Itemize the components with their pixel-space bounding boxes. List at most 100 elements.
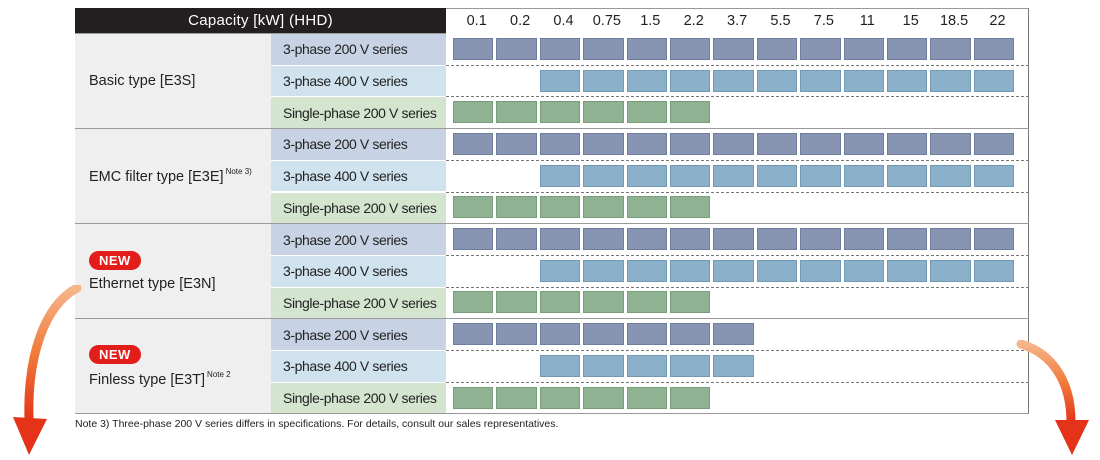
capacity-segment: [973, 228, 1015, 251]
capacity-segment: [496, 196, 537, 219]
table-bottom-border: [75, 413, 1029, 415]
capacity-segment: [539, 196, 581, 219]
capacity-segment: [453, 291, 494, 314]
series-label: 3-phase 400 V series: [271, 64, 446, 97]
capacity-segment: [713, 354, 754, 377]
series-label: 3-phase 400 V series: [271, 254, 446, 287]
capacity-segment: [496, 37, 537, 60]
capacity-header-value: 22: [975, 8, 1020, 33]
capacity-segment: [800, 69, 841, 92]
capacity-segment: [539, 386, 581, 409]
capacity-header-value: 7.5: [802, 8, 846, 33]
capacity-segment: [887, 69, 928, 92]
capacity-segment: [626, 259, 667, 282]
capacity-segment: [756, 37, 798, 60]
series-label: Single-phase 200 V series: [271, 381, 446, 414]
type-name: Ethernet type [E3N]: [89, 276, 216, 292]
capacity-segment: [930, 69, 971, 92]
capacity-segment: [670, 386, 711, 409]
capacity-segment: [583, 259, 624, 282]
capacity-segment: [713, 259, 754, 282]
capacity-segment: [887, 164, 928, 187]
row-divider: [446, 350, 1029, 351]
capacity-segment: [713, 323, 754, 346]
capacity-segment: [973, 132, 1015, 155]
capacity-segment: [496, 386, 537, 409]
capacity-segment: [583, 291, 624, 314]
capacity-segment: [496, 132, 537, 155]
capacity-segment: [539, 132, 581, 155]
type-name-cell: NEW Ethernet type [E3N]: [75, 223, 271, 319]
capacity-segment: [800, 164, 841, 187]
capacity-segment: [626, 228, 667, 251]
capacity-segment: [453, 323, 494, 346]
capacity-segment: [930, 259, 971, 282]
capacity-header-value: 0.2: [498, 8, 542, 33]
type-name: Finless type [E3T] Note 2: [89, 370, 231, 388]
capacity-segment: [626, 101, 667, 124]
row-divider: [446, 254, 1029, 256]
capacity-segment: [713, 132, 754, 155]
capacity-segment: [887, 37, 928, 60]
capacity-segment: [539, 228, 581, 251]
row-divider: [446, 223, 1029, 225]
capacity-segment: [539, 354, 581, 377]
capacity-header-value: 18.5: [932, 8, 976, 33]
capacity-segment: [930, 132, 971, 155]
capacity-segment: [539, 69, 581, 92]
capacity-segment: [496, 323, 537, 346]
capacity-segment: [670, 132, 711, 155]
capacity-segment: [453, 132, 494, 155]
type-name-text: EMC filter type [E3E]: [89, 169, 224, 186]
capacity-header-value: 3.7: [715, 8, 759, 33]
capacity-segment: [583, 37, 624, 60]
capacity-segment: [670, 69, 711, 92]
capacity-segment: [670, 291, 711, 314]
capacity-segment: [670, 259, 711, 282]
capacity-segment: [583, 69, 624, 92]
capacity-segment: [453, 37, 494, 60]
series-label: 3-phase 400 V series: [271, 350, 446, 382]
capacity-segment: [670, 101, 711, 124]
type-name-cell: Basic type [E3S]: [75, 33, 271, 129]
capacity-segment: [626, 386, 667, 409]
capacity-segment: [713, 228, 754, 251]
capacity-header-value: 15: [889, 8, 933, 33]
capacity-segment: [843, 228, 884, 251]
capacity-segment: [539, 164, 581, 187]
new-badge: NEW: [89, 344, 141, 364]
capacity-segment: [973, 164, 1015, 187]
series-label: Single-phase 200 V series: [271, 191, 446, 224]
capacity-segment: [800, 132, 841, 155]
capacity-segment: [626, 37, 667, 60]
capacity-segment: [887, 228, 928, 251]
capacity-segment: [713, 164, 754, 187]
capacity-header-value: 0.4: [541, 8, 586, 33]
row-divider: [446, 191, 1029, 193]
capacity-segment: [453, 228, 494, 251]
capacity-segment: [930, 37, 971, 60]
type-note: Note 3): [225, 167, 252, 177]
capacity-segment: [973, 69, 1015, 92]
capacity-segment: [843, 37, 884, 60]
footnote: Note 3) Three-phase 200 V series differs…: [75, 418, 559, 430]
capacity-segment: [887, 132, 928, 155]
capacity-segment: [930, 228, 971, 251]
capacity-segment: [756, 164, 798, 187]
new-badge: NEW: [89, 250, 141, 270]
capacity-segment: [843, 132, 884, 155]
capacity-segment: [583, 354, 624, 377]
capacity-segment: [539, 101, 581, 124]
capacity-segment: [626, 69, 667, 92]
arrow-down-right-icon: [1016, 340, 1089, 455]
capacity-segment: [713, 37, 754, 60]
capacity-segment: [973, 37, 1015, 60]
capacity-segment: [583, 196, 624, 219]
capacity-segment: [800, 228, 841, 251]
capacity-segment: [713, 69, 754, 92]
series-label: Single-phase 200 V series: [271, 96, 446, 129]
capacity-segment: [496, 291, 537, 314]
capacity-header-value: 11: [845, 8, 889, 33]
capacity-segment: [670, 228, 711, 251]
capacity-header-value: 0.1: [455, 8, 499, 33]
